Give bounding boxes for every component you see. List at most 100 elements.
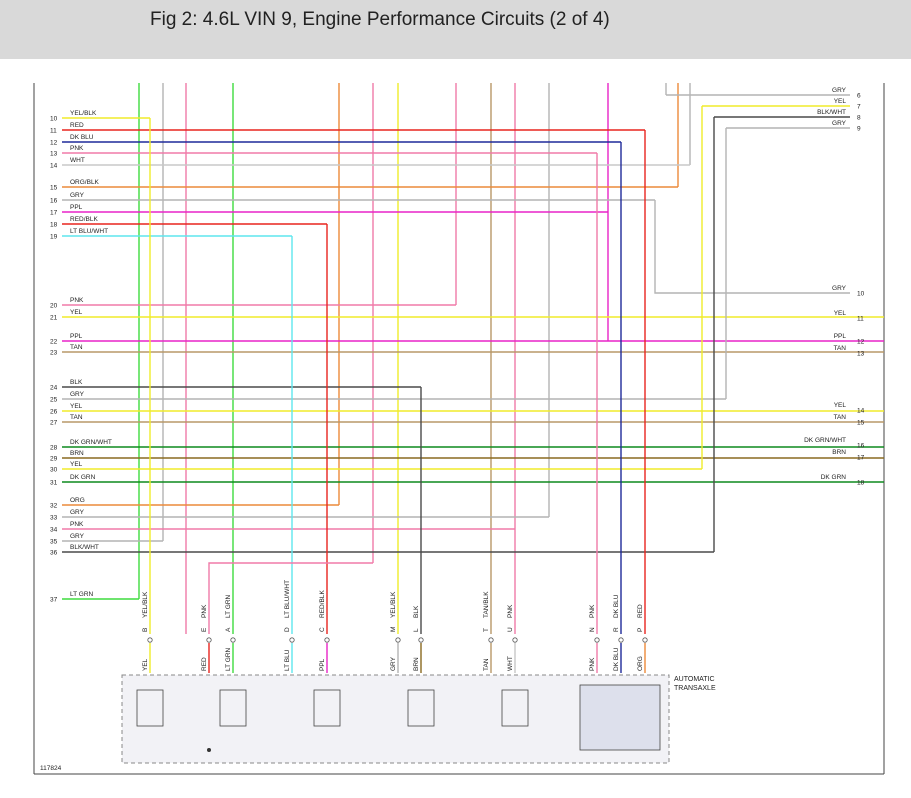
wire-number: 10 — [857, 291, 865, 298]
pin-letter: L — [413, 628, 420, 632]
wire-label: PNK — [70, 145, 84, 152]
wire-label: DK GRN — [821, 474, 847, 481]
wire-label: GRY — [70, 391, 85, 398]
body-wire-label: GRY — [390, 656, 397, 671]
wire-label: GRY — [70, 533, 85, 540]
component-symbol — [501, 689, 529, 727]
pin-letter: E — [201, 627, 208, 632]
wire-number: 14 — [857, 408, 865, 415]
wire-number: 34 — [50, 527, 58, 534]
wire-number: 13 — [857, 351, 865, 358]
wire-number: 30 — [50, 467, 58, 474]
wire-label: GRY — [70, 509, 85, 516]
wire-number: 11 — [857, 316, 864, 323]
pin-letter: U — [507, 627, 514, 632]
wire-number: 21 — [50, 315, 58, 322]
body-wire-label: WHT — [507, 656, 514, 671]
pin-letter: P — [637, 628, 644, 632]
wire-number: 18 — [50, 222, 58, 229]
pin-label: PNK — [589, 604, 596, 618]
wire-label: RED — [70, 122, 84, 129]
wire-number: 6 — [857, 93, 861, 100]
wire-number: 15 — [857, 420, 865, 427]
pin-letter: C — [319, 627, 326, 632]
wire-label: LT BLU/WHT — [70, 228, 108, 235]
component-symbol — [313, 689, 341, 727]
wire-label: RED/BLK — [70, 216, 98, 223]
wire-label: YEL — [834, 402, 847, 409]
pin-terminal — [418, 637, 424, 643]
wire-label: YEL — [70, 461, 83, 468]
wire-number: 28 — [50, 445, 58, 452]
wire-label: YEL — [70, 309, 83, 316]
pin-label: RED — [637, 604, 644, 618]
body-wire-label: TAN — [483, 658, 490, 671]
wire-number: 22 — [50, 339, 58, 346]
wire-label: LT GRN — [70, 591, 94, 598]
pin-letter: B — [142, 628, 149, 632]
pin-terminal — [618, 637, 624, 643]
wire-label: DK BLU — [70, 134, 94, 141]
wire-label: TAN — [70, 344, 83, 351]
component-symbol — [407, 689, 435, 727]
wire-label: BRN — [70, 450, 84, 457]
wire-number: 32 — [50, 503, 58, 510]
pin-label: RED/BLK — [319, 590, 326, 618]
wire-number: 8 — [857, 115, 861, 122]
assembly-label: TRANSAXLE — [674, 685, 716, 692]
body-wire-label: BRN — [413, 657, 420, 671]
wire-number: 17 — [857, 455, 865, 462]
wire-number: 16 — [50, 198, 58, 205]
wire-number: 23 — [50, 350, 58, 357]
wire-label: BRN — [832, 449, 846, 456]
wire-label: PNK — [70, 297, 84, 304]
pin-label: YEL/BLK — [390, 591, 397, 618]
pin-letter: T — [483, 628, 490, 632]
wire-number: 24 — [50, 385, 58, 392]
body-wire-label: PNK — [589, 657, 596, 671]
pin-letter: N — [589, 627, 596, 632]
component-symbol — [136, 689, 164, 727]
wire-label: PPL — [70, 333, 83, 340]
pin-terminal — [395, 637, 401, 643]
wire-label: TAN — [833, 345, 846, 352]
wire-number: 13 — [50, 151, 58, 158]
wire-number: 18 — [857, 480, 865, 487]
wire-number: 36 — [50, 550, 58, 557]
pin-letter: A — [225, 627, 232, 632]
wire-number: 33 — [50, 515, 58, 522]
wire-label: BLK — [70, 379, 83, 386]
wire-label: GRY — [70, 192, 85, 199]
body-wire-label: LT BLU — [284, 649, 291, 671]
wire-label: GRY — [832, 285, 847, 292]
wire-label: BLK/WHT — [817, 109, 846, 116]
wire-number: 31 — [50, 480, 58, 487]
pin-label: YEL/BLK — [142, 591, 149, 618]
wire-number: 26 — [50, 409, 58, 416]
wire-number: 17 — [50, 210, 58, 217]
pin-terminal — [324, 637, 330, 643]
pin-terminal — [147, 637, 153, 643]
pin-terminal — [206, 637, 212, 643]
wire-label: WHT — [70, 157, 85, 164]
body-wire-label: YEL — [142, 658, 149, 671]
wire-number: 14 — [50, 163, 58, 170]
pin-letter: M — [390, 627, 397, 632]
pin-label: PNK — [201, 604, 208, 618]
wire-label: GRY — [832, 87, 847, 94]
wire-number: 16 — [857, 443, 865, 450]
pin-letter: R — [613, 627, 620, 632]
wire-number: 25 — [50, 397, 58, 404]
assembly-label: AUTOMATIC — [674, 676, 715, 683]
wire-label: GRY — [832, 120, 847, 127]
pin-letter: D — [284, 627, 291, 632]
wire-label: PPL — [70, 204, 83, 211]
transaxle-module — [121, 674, 670, 764]
wire-number: 11 — [50, 128, 57, 135]
wire-label: YEL — [834, 98, 847, 105]
body-wire-label: PPL — [319, 658, 326, 671]
wire-label: DK GRN/WHT — [804, 437, 846, 444]
wire-number: 7 — [857, 104, 861, 111]
vertical-wire — [654, 200, 850, 294]
wire-label: PPL — [834, 333, 847, 340]
